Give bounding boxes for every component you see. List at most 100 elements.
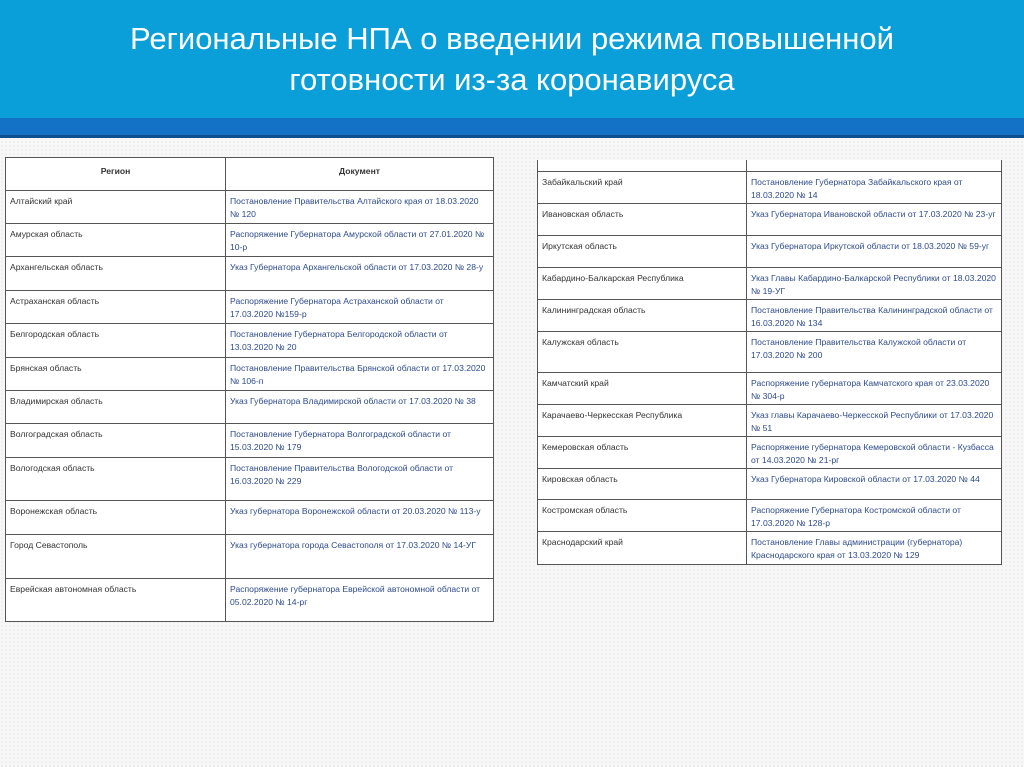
document-cell: Постановление Правительства Вологодской …: [225, 457, 494, 501]
document-link[interactable]: Распоряжение губернатора Еврейской автон…: [230, 584, 481, 607]
table-row: Калининградская область Постановление Пра…: [537, 299, 1002, 332]
document-link[interactable]: Постановление Правительства Брянской обл…: [230, 363, 486, 386]
document-link[interactable]: Постановление Губернатора Забайкальского…: [751, 177, 963, 200]
table-row: Костромская область Распоряжение Губернат…: [537, 499, 1002, 532]
left-table: Регион Документ Алтайский край Постановле…: [5, 157, 494, 622]
region-cell: Волгоградская область: [5, 423, 226, 458]
slide-header: [0, 0, 1024, 118]
document-cell: Постановление Правительства Брянской обл…: [225, 357, 494, 391]
document-link[interactable]: Указ Губернатора Ивановской области от 1…: [751, 209, 996, 219]
table-row: Вологодская область Постановление Правите…: [5, 457, 494, 501]
table-row: Кабардино-Балкарская Республика Указ Глав…: [537, 267, 1002, 300]
document-cell: Указ Губернатора Иркутской области от 18…: [746, 235, 1002, 268]
document-link[interactable]: Указ Губернатора Владимирской области от…: [230, 396, 476, 406]
table-row: Калужская область Постановление Правитель…: [537, 331, 1002, 373]
table-row: Белгородская область Постановление Губерн…: [5, 323, 494, 358]
table-row: Ивановская область Указ Губернатора Ивано…: [537, 203, 1002, 236]
table-row: Иркутская область Указ Губернатора Иркутс…: [537, 235, 1002, 268]
region-cell: Еврейская автономная область: [5, 578, 226, 622]
table-continuation-row: [537, 160, 1002, 172]
document-link[interactable]: Постановление Правительства Калужской об…: [751, 337, 967, 360]
column-header-document: Документ: [225, 157, 494, 191]
document-link[interactable]: Указ главы Карачаево-Черкесской Республи…: [751, 410, 994, 433]
table-row: Кемеровская область Распоряжение губернат…: [537, 436, 1002, 469]
document-cell: Распоряжение Губернатора Амурской област…: [225, 223, 494, 257]
table-row: Владимирская область Указ Губернатора Вла…: [5, 390, 494, 424]
document-cell: Постановление Губернатора Волгоградской …: [225, 423, 494, 458]
document-link[interactable]: Указ Губернатора Архангельской области о…: [230, 262, 484, 272]
document-link[interactable]: Указ Главы Кабардино-Балкарской Республи…: [751, 273, 996, 296]
region-cell: Иркутская область: [537, 235, 747, 268]
table-row: Архангельская область Указ Губернатора Ар…: [5, 256, 494, 291]
document-cell: Распоряжение Губернатора Астраханской об…: [225, 290, 494, 324]
document-cell: Указ губернатора Воронежской области от …: [225, 500, 494, 535]
right-table: Забайкальский край Постановление Губернат…: [537, 160, 1002, 565]
table-row: Карачаево-Черкесская Республика Указ глав…: [537, 404, 1002, 437]
slide-title: Региональные НПА о введении режима повыш…: [0, 18, 1024, 100]
document-cell: Постановление Правительства Калининградс…: [746, 299, 1002, 332]
region-cell: Кемеровская область: [537, 436, 747, 469]
column-header-region: Регион: [5, 157, 226, 191]
region-cell: Забайкальский край: [537, 171, 747, 204]
region-cell: Белгородская область: [5, 323, 226, 358]
region-cell: Алтайский край: [5, 190, 226, 224]
document-cell: Указ губернатора города Севастополя от 1…: [225, 534, 494, 579]
document-link[interactable]: Постановление Правительства Алтайского к…: [230, 196, 479, 219]
document-cell: Распоряжение губернатора Кемеровской обл…: [746, 436, 1002, 469]
document-cell: Постановление Губернатора Забайкальского…: [746, 171, 1002, 204]
document-cell: Постановление Губернатора Белгородской о…: [225, 323, 494, 358]
document-cell: Указ Губернатора Кировской области от 17…: [746, 468, 1002, 500]
document-link[interactable]: Распоряжение Губернатора Амурской област…: [230, 229, 485, 252]
title-line-1: Региональные НПА о введении режима повыш…: [130, 21, 894, 56]
region-cell: Воронежская область: [5, 500, 226, 535]
title-line-2: готовности из-за коронавируса: [289, 62, 735, 97]
document-link[interactable]: Распоряжение губернатора Камчатского кра…: [751, 378, 990, 401]
table-row: Воронежская область Указ губернатора Воро…: [5, 500, 494, 535]
table-row: Камчатский край Распоряжение губернатора …: [537, 372, 1002, 405]
region-cell: Владимирская область: [5, 390, 226, 424]
document-cell: Указ Губернатора Ивановской области от 1…: [746, 203, 1002, 236]
document-link[interactable]: Постановление Правительства Калининградс…: [751, 305, 993, 328]
document-link[interactable]: Постановление Губернатора Белгородской о…: [230, 329, 448, 352]
region-cell: Калининградская область: [537, 299, 747, 332]
document-link[interactable]: Указ губернатора города Севастополя от 1…: [230, 540, 477, 550]
document-link[interactable]: Постановление Главы администрации (губер…: [751, 537, 963, 560]
region-cell: Ивановская область: [537, 203, 747, 236]
region-cell: Краснодарский край: [537, 531, 747, 565]
header-band: [0, 118, 1024, 138]
table-row: Волгоградская область Постановление Губер…: [5, 423, 494, 458]
region-cell: Амурская область: [5, 223, 226, 257]
document-link[interactable]: Постановление Правительства Вологодской …: [230, 463, 454, 486]
region-cell: Костромская область: [537, 499, 747, 532]
document-link[interactable]: Распоряжение Губернатора Астраханской об…: [230, 296, 444, 319]
table-row: Брянская область Постановление Правительс…: [5, 357, 494, 391]
table-row: Забайкальский край Постановление Губернат…: [537, 171, 1002, 204]
table-row: Амурская область Распоряжение Губернатора…: [5, 223, 494, 257]
region-cell: Кабардино-Балкарская Республика: [537, 267, 747, 300]
document-cell: Указ Главы Кабардино-Балкарской Республи…: [746, 267, 1002, 300]
document-link[interactable]: Указ Губернатора Кировской области от 17…: [751, 474, 980, 484]
table-row: Еврейская автономная область Распоряжение…: [5, 578, 494, 622]
document-link[interactable]: Указ Губернатора Иркутской области от 18…: [751, 241, 990, 251]
document-cell: Постановление Правительства Алтайского к…: [225, 190, 494, 224]
document-cell: Постановление Главы администрации (губер…: [746, 531, 1002, 565]
document-cell: Указ Губернатора Архангельской области о…: [225, 256, 494, 291]
document-link[interactable]: Распоряжение губернатора Кемеровской обл…: [751, 442, 994, 465]
region-cell: Астраханская область: [5, 290, 226, 324]
region-cell: Город Севастополь: [5, 534, 226, 579]
document-link[interactable]: Указ губернатора Воронежской области от …: [230, 506, 481, 516]
region-cell: Брянская область: [5, 357, 226, 391]
document-cell: Указ Губернатора Владимирской области от…: [225, 390, 494, 424]
table-row: Город Севастополь Указ губернатора города…: [5, 534, 494, 579]
table-row: Кировская область Указ Губернатора Кировс…: [537, 468, 1002, 500]
document-link[interactable]: Постановление Губернатора Волгоградской …: [230, 429, 451, 452]
document-link[interactable]: Распоряжение Губернатора Костромской обл…: [751, 505, 961, 528]
table-row: Алтайский край Постановление Правительств…: [5, 190, 494, 224]
document-cell: Указ главы Карачаево-Черкесской Республи…: [746, 404, 1002, 437]
region-cell: Калужская область: [537, 331, 747, 373]
document-cell: Постановление Правительства Калужской об…: [746, 331, 1002, 373]
table-row: Астраханская область Распоряжение Губерна…: [5, 290, 494, 324]
document-cell: Распоряжение губернатора Камчатского кра…: [746, 372, 1002, 405]
region-cell: Архангельская область: [5, 256, 226, 291]
region-cell: Камчатский край: [537, 372, 747, 405]
